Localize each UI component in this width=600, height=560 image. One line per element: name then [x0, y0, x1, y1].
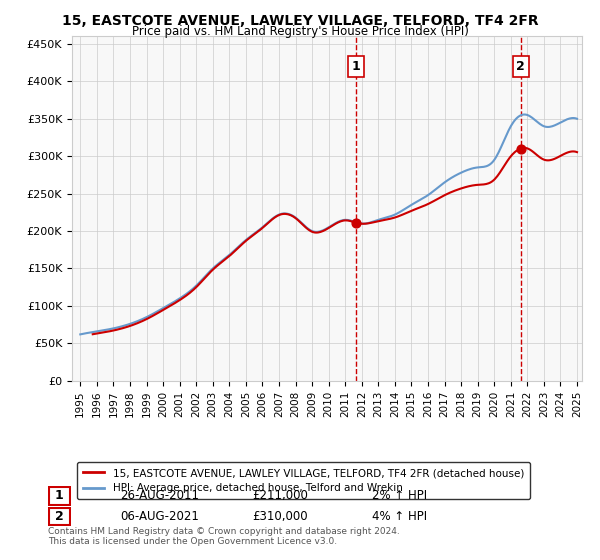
Text: 06-AUG-2021: 06-AUG-2021	[120, 510, 199, 523]
Text: 2% ↑ HPI: 2% ↑ HPI	[372, 489, 427, 502]
Text: 2: 2	[517, 60, 525, 73]
Point	[516, 144, 526, 153]
Text: 2: 2	[55, 510, 64, 523]
Text: 26-AUG-2011: 26-AUG-2011	[120, 489, 199, 502]
Text: 4% ↑ HPI: 4% ↑ HPI	[372, 510, 427, 523]
Text: 1: 1	[55, 489, 64, 502]
FancyBboxPatch shape	[49, 487, 70, 505]
Text: £211,000: £211,000	[252, 489, 308, 502]
FancyBboxPatch shape	[49, 508, 70, 525]
Text: Price paid vs. HM Land Registry's House Price Index (HPI): Price paid vs. HM Land Registry's House …	[131, 25, 469, 38]
Text: Contains HM Land Registry data © Crown copyright and database right 2024.
This d: Contains HM Land Registry data © Crown c…	[48, 526, 400, 546]
Text: £310,000: £310,000	[252, 510, 308, 523]
Text: 1: 1	[352, 60, 361, 73]
Text: 15, EASTCOTE AVENUE, LAWLEY VILLAGE, TELFORD, TF4 2FR: 15, EASTCOTE AVENUE, LAWLEY VILLAGE, TEL…	[62, 14, 538, 28]
Point	[351, 218, 361, 227]
Legend: 15, EASTCOTE AVENUE, LAWLEY VILLAGE, TELFORD, TF4 2FR (detached house), HPI: Ave: 15, EASTCOTE AVENUE, LAWLEY VILLAGE, TEL…	[77, 462, 530, 500]
